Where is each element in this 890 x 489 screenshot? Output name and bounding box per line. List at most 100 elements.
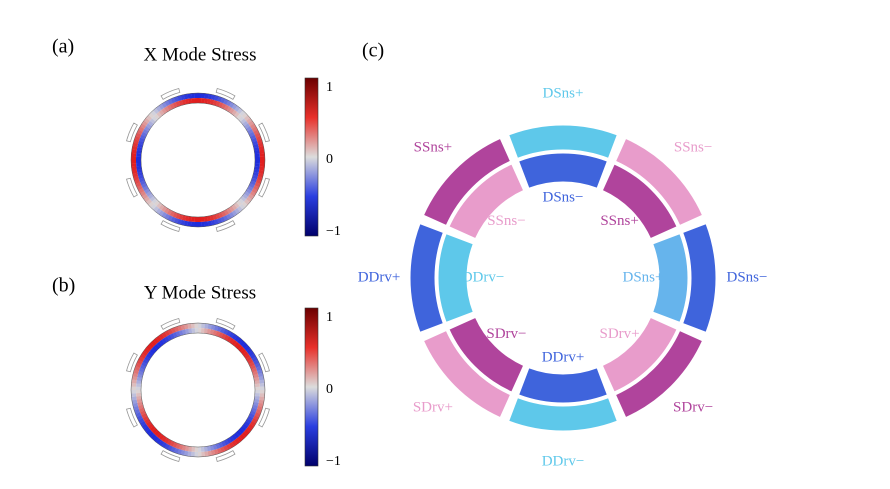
stress-ring xyxy=(185,98,190,105)
stress-ring xyxy=(250,180,256,186)
stress-ring xyxy=(253,185,260,191)
stress-ring xyxy=(241,342,248,349)
stress-ring xyxy=(206,215,211,222)
stress-ring xyxy=(236,436,243,443)
stress-ring xyxy=(229,331,235,339)
stress-ring xyxy=(164,213,170,220)
stress-ring xyxy=(149,118,156,125)
stress-ring xyxy=(138,188,145,194)
stress-ring xyxy=(145,198,152,205)
stress-ring xyxy=(223,439,229,446)
stress-ring xyxy=(253,415,260,421)
stress-ring xyxy=(253,147,260,152)
stress-ring xyxy=(229,338,235,344)
stress-ring xyxy=(156,432,163,439)
stress-ring xyxy=(215,101,221,107)
stress-ring xyxy=(180,449,186,456)
stress-ring xyxy=(209,215,215,221)
ring-segment xyxy=(652,233,689,323)
stress-ring xyxy=(259,382,265,387)
stress-ring xyxy=(158,103,165,110)
stress-ring xyxy=(251,177,257,183)
stress-ring xyxy=(249,421,257,427)
stress-ring xyxy=(259,393,265,398)
stress-ring xyxy=(142,185,149,191)
stress-ring xyxy=(228,211,235,219)
stress-ring xyxy=(253,398,260,404)
stress-ring xyxy=(161,107,168,114)
stress-ring xyxy=(249,123,257,130)
stress-ring xyxy=(167,328,173,335)
stress-ring xyxy=(212,214,218,220)
stress-ring xyxy=(194,221,198,227)
stress-ring xyxy=(248,193,255,200)
segment-label: DSns+ xyxy=(623,269,664,285)
stress-ring xyxy=(200,216,205,222)
stress-ring xyxy=(145,420,152,427)
stress-ring xyxy=(244,345,251,352)
stress-ring xyxy=(251,356,258,362)
stress-ring xyxy=(191,98,196,104)
stress-ring xyxy=(180,94,186,101)
stress-ring xyxy=(177,325,183,332)
stress-ring xyxy=(184,93,189,100)
stress-ring xyxy=(206,98,212,105)
stress-ring xyxy=(135,362,142,368)
ring-segment xyxy=(518,152,608,189)
stress-ring xyxy=(143,117,150,124)
electrode xyxy=(258,122,270,143)
stress-ring xyxy=(141,423,148,430)
stress-ring xyxy=(236,430,242,437)
stress-ring xyxy=(238,116,245,122)
stress-ring xyxy=(207,450,212,457)
stress-ring xyxy=(131,389,137,394)
stress-ring xyxy=(239,340,246,347)
stress-ring xyxy=(194,92,199,99)
stress-ring xyxy=(145,190,152,197)
stress-ring xyxy=(238,428,245,434)
stress-ring xyxy=(136,395,142,400)
stress-ring xyxy=(231,103,238,110)
stress-ring xyxy=(143,347,150,354)
stress-ring xyxy=(250,410,256,416)
stress-ring xyxy=(134,179,141,185)
stress-ring xyxy=(258,399,265,405)
stress-ring xyxy=(226,336,232,343)
stress-ring xyxy=(131,386,137,390)
stress-ring xyxy=(247,359,254,365)
stress-ring xyxy=(200,446,205,452)
stress-ring xyxy=(210,219,216,226)
stress-ring xyxy=(156,202,163,209)
stress-ring xyxy=(151,198,158,204)
stress-ring xyxy=(136,168,143,173)
segment-label: DSns− xyxy=(543,189,584,205)
stress-ring xyxy=(136,398,143,403)
stress-ring xyxy=(141,413,148,419)
segment-label: DDrv− xyxy=(462,269,505,285)
stress-ring xyxy=(238,346,245,352)
stress-ring xyxy=(248,350,255,357)
stress-ring xyxy=(151,346,158,352)
electrode xyxy=(160,88,181,100)
stress-ring xyxy=(138,404,144,410)
electrode xyxy=(258,352,270,373)
stress-ring xyxy=(242,193,249,200)
stress-ring xyxy=(154,200,160,207)
stress-ring xyxy=(243,199,251,205)
stress-ring xyxy=(233,432,240,439)
stress-ring xyxy=(244,191,250,197)
stress-ring xyxy=(145,428,152,435)
stress-ring xyxy=(236,200,242,207)
stress-ring xyxy=(173,96,179,103)
segment-label: DDrv+ xyxy=(542,349,585,365)
stress-ring xyxy=(254,165,260,170)
stress-ring xyxy=(194,216,198,222)
stress-ring xyxy=(170,216,176,223)
stress-ring xyxy=(161,331,168,339)
stress-ring xyxy=(203,216,208,222)
stress-ring xyxy=(137,373,143,379)
stress-ring xyxy=(190,323,195,329)
stress-ring xyxy=(190,221,195,227)
stress-ring xyxy=(141,361,148,367)
stress-ring xyxy=(136,386,142,390)
